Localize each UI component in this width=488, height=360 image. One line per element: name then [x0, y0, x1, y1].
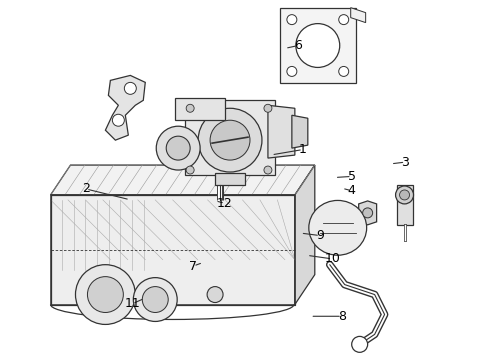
Circle shape [207, 287, 223, 302]
Circle shape [264, 166, 271, 174]
Text: 7: 7 [189, 260, 197, 273]
Circle shape [295, 24, 339, 67]
Circle shape [75, 265, 135, 324]
Polygon shape [291, 115, 307, 148]
Text: 6: 6 [294, 39, 302, 52]
Circle shape [186, 104, 194, 112]
Circle shape [133, 278, 177, 321]
Text: 11: 11 [124, 297, 140, 310]
Text: 9: 9 [316, 229, 324, 242]
Text: 2: 2 [82, 183, 90, 195]
Circle shape [210, 120, 249, 160]
Circle shape [286, 67, 296, 76]
Text: 8: 8 [337, 310, 346, 323]
Text: 12: 12 [217, 197, 232, 210]
Polygon shape [350, 8, 365, 23]
Polygon shape [185, 100, 274, 175]
Polygon shape [215, 173, 244, 185]
Polygon shape [175, 98, 224, 120]
Circle shape [264, 104, 271, 112]
Circle shape [142, 287, 168, 312]
Circle shape [399, 190, 408, 200]
Circle shape [112, 114, 124, 126]
Circle shape [338, 67, 348, 76]
Circle shape [338, 15, 348, 24]
Circle shape [286, 15, 296, 24]
Circle shape [124, 82, 136, 94]
Text: 1: 1 [299, 143, 306, 156]
Text: 4: 4 [347, 184, 355, 197]
Circle shape [186, 166, 194, 174]
Polygon shape [358, 201, 376, 225]
Polygon shape [105, 75, 145, 140]
Circle shape [362, 208, 372, 218]
Circle shape [395, 186, 413, 204]
Polygon shape [396, 185, 412, 225]
Circle shape [198, 108, 262, 172]
Polygon shape [50, 165, 314, 195]
Text: 5: 5 [347, 170, 355, 183]
Polygon shape [279, 8, 355, 84]
Polygon shape [267, 105, 294, 158]
Text: 3: 3 [401, 156, 408, 168]
Circle shape [166, 136, 190, 160]
Circle shape [351, 336, 367, 352]
Polygon shape [50, 195, 294, 305]
Polygon shape [294, 165, 314, 305]
Circle shape [156, 126, 200, 170]
Ellipse shape [308, 201, 366, 255]
Text: 10: 10 [324, 252, 340, 265]
Circle shape [87, 276, 123, 312]
